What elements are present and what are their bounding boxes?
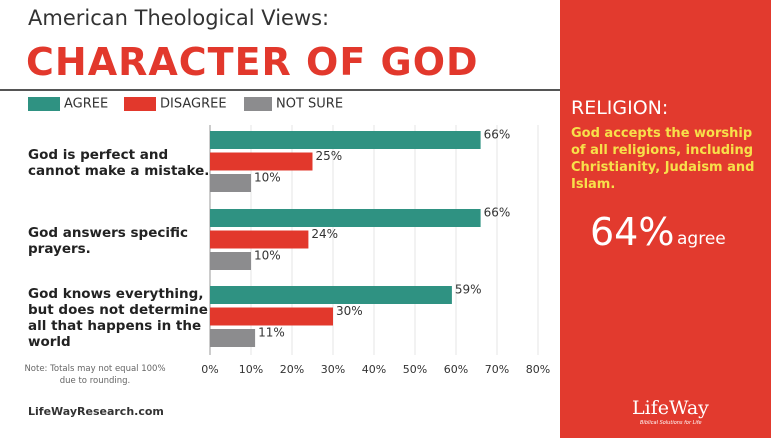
x-tick-label: 40% <box>362 363 386 376</box>
legend-swatch <box>28 97 60 111</box>
x-tick-label: 80% <box>526 363 550 376</box>
legend-swatch <box>124 97 156 111</box>
bar <box>210 174 251 192</box>
value-label: 24% <box>311 227 338 241</box>
x-tick-label: 60% <box>444 363 468 376</box>
category-label: God knows everything, but does not deter… <box>28 286 208 350</box>
value-label: 30% <box>336 304 363 318</box>
x-tick-label: 10% <box>239 363 263 376</box>
bar <box>210 230 309 249</box>
value-label: 10% <box>254 171 281 185</box>
bar <box>210 329 256 347</box>
value-label: 59% <box>455 283 482 297</box>
x-tick-label: 70% <box>485 363 509 376</box>
legend-label: AGREE <box>64 97 108 112</box>
logo-tagline: Biblical Solutions for Life <box>640 420 702 426</box>
chart: 0% 10% 20% 30% 40% 50% 60% 70% 80% AGREE DISAGREE N… <box>28 97 550 376</box>
bar <box>210 286 452 304</box>
sidebar: RELIGION: God accepts the worship of all… <box>560 0 771 438</box>
category-label: God is perfect and cannot make a mistake… <box>28 147 210 179</box>
legend-label: DISAGREE <box>160 97 227 112</box>
value-label: 11% <box>258 326 285 340</box>
bar <box>210 252 251 270</box>
note: Note: Totals may not equal 100% due to r… <box>24 364 166 386</box>
sidebar-heading: RELIGION: <box>571 97 669 119</box>
bar <box>210 131 481 149</box>
sidebar-stat-suffix: agree <box>677 229 726 249</box>
value-label: 25% <box>316 149 343 163</box>
legend-label: NOT SURE <box>276 97 343 112</box>
category-label: God answers specific prayers. <box>28 225 188 257</box>
title: CHARACTER OF GOD <box>26 40 479 84</box>
value-label: 66% <box>484 206 511 220</box>
logo: LifeWay <box>632 397 709 419</box>
x-tick-label: 50% <box>403 363 427 376</box>
bar <box>210 152 313 171</box>
title-rule <box>0 89 560 91</box>
x-tick-label: 20% <box>280 363 304 376</box>
x-tick-label: 30% <box>321 363 345 376</box>
footer: LifeWayResearch.com <box>28 405 164 418</box>
value-label: 10% <box>254 249 281 263</box>
x-tick-label: 0% <box>201 363 218 376</box>
legend-swatch <box>244 97 272 111</box>
bar <box>210 307 333 326</box>
sidebar-stat: 64% <box>590 210 675 254</box>
sidebar-text: God accepts the worship of all religions… <box>571 126 755 192</box>
value-label: 66% <box>484 128 511 142</box>
subtitle: American Theological Views: <box>28 6 330 30</box>
bar <box>210 209 481 227</box>
